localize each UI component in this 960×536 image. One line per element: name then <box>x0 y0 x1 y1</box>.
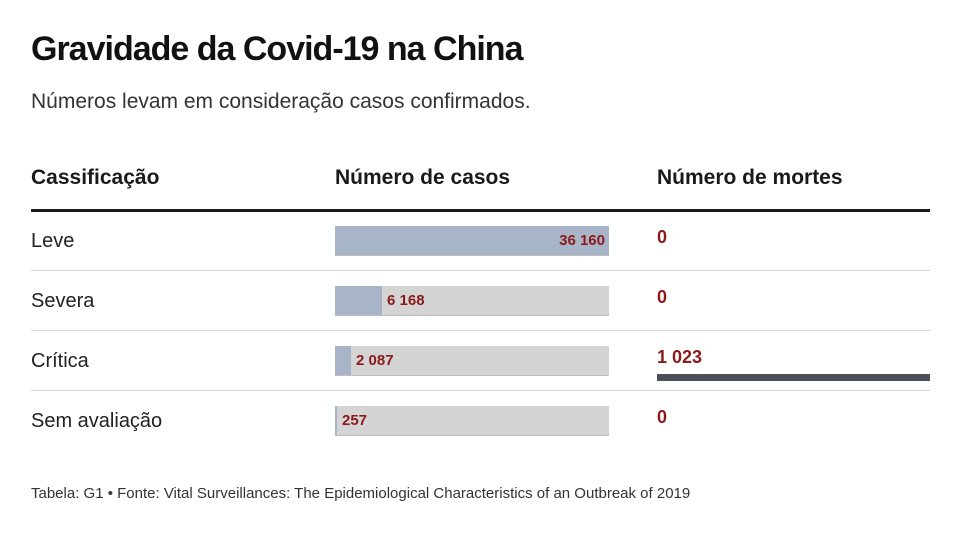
cases-bar-track: 2 087 <box>335 346 609 376</box>
cases-bar <box>335 226 609 255</box>
row-label: Sem avaliação <box>31 410 163 432</box>
row-divider <box>31 390 930 391</box>
row-label: Crítica <box>31 350 89 372</box>
cases-value-label: 2 087 <box>356 352 394 369</box>
row-divider <box>31 330 930 331</box>
deaths-value-label: 0 <box>657 407 668 427</box>
deaths-value-label: 1 023 <box>657 347 703 367</box>
cases-bar <box>335 286 382 315</box>
cases-bar <box>335 406 337 435</box>
deaths-value-label: 0 <box>657 287 668 307</box>
column-header-deaths: Número de mortes <box>657 166 843 189</box>
page-subtitle: Números levam em consideração casos conf… <box>31 90 531 113</box>
source-note: Tabela: G1 • Fonte: Vital Surveillances:… <box>31 485 691 502</box>
cases-bar-track: 36 160 <box>335 226 609 256</box>
page-title: Gravidade da Covid-19 na China <box>31 30 523 68</box>
cases-value-label: 36 160 <box>559 232 605 249</box>
row-label: Severa <box>31 290 95 312</box>
header-divider <box>31 209 930 212</box>
column-header-classification: Cassificação <box>31 166 160 189</box>
cases-value-label: 6 168 <box>387 292 425 309</box>
deaths-bar <box>657 374 930 381</box>
cases-value-label: 257 <box>342 412 368 429</box>
cases-bar <box>335 346 351 375</box>
cases-bar-track: 257 <box>335 406 609 436</box>
deaths-value-label: 0 <box>657 227 668 247</box>
cases-bar-track: 6 168 <box>335 286 609 316</box>
row-label: Leve <box>31 230 75 252</box>
column-header-cases: Número de casos <box>335 166 511 189</box>
row-divider <box>31 270 930 271</box>
